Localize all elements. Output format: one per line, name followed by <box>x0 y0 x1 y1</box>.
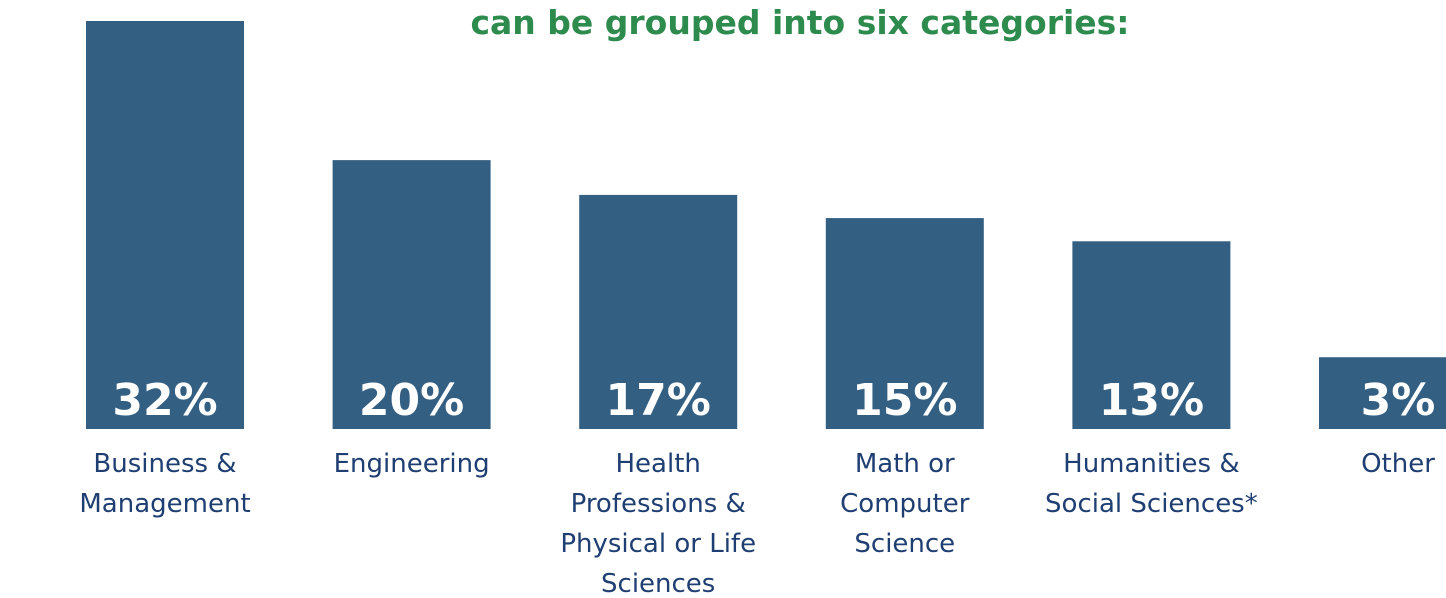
category-label: Humanities & Social Sciences* <box>1045 449 1258 519</box>
category-label: Other <box>1361 449 1435 479</box>
bar <box>332 160 491 429</box>
chart-title: can be grouped into six categories: <box>470 3 1129 42</box>
value-label: 15% <box>852 375 957 426</box>
value-label: 13% <box>1099 375 1204 426</box>
value-label: 17% <box>606 375 711 426</box>
bar <box>579 194 738 429</box>
bar <box>1072 241 1231 429</box>
bar <box>825 218 984 429</box>
category-label: Health Professions & Physical or Life Sc… <box>560 449 757 598</box>
category-label: Math or Computer Science <box>840 449 970 559</box>
value-label: 20% <box>359 375 464 426</box>
value-label: 32% <box>112 375 217 426</box>
category-label: Business & Management <box>79 449 251 519</box>
value-label: 3% <box>1361 375 1436 426</box>
bar <box>86 21 244 429</box>
bar <box>1319 357 1446 429</box>
category-label: Engineering <box>333 449 490 479</box>
